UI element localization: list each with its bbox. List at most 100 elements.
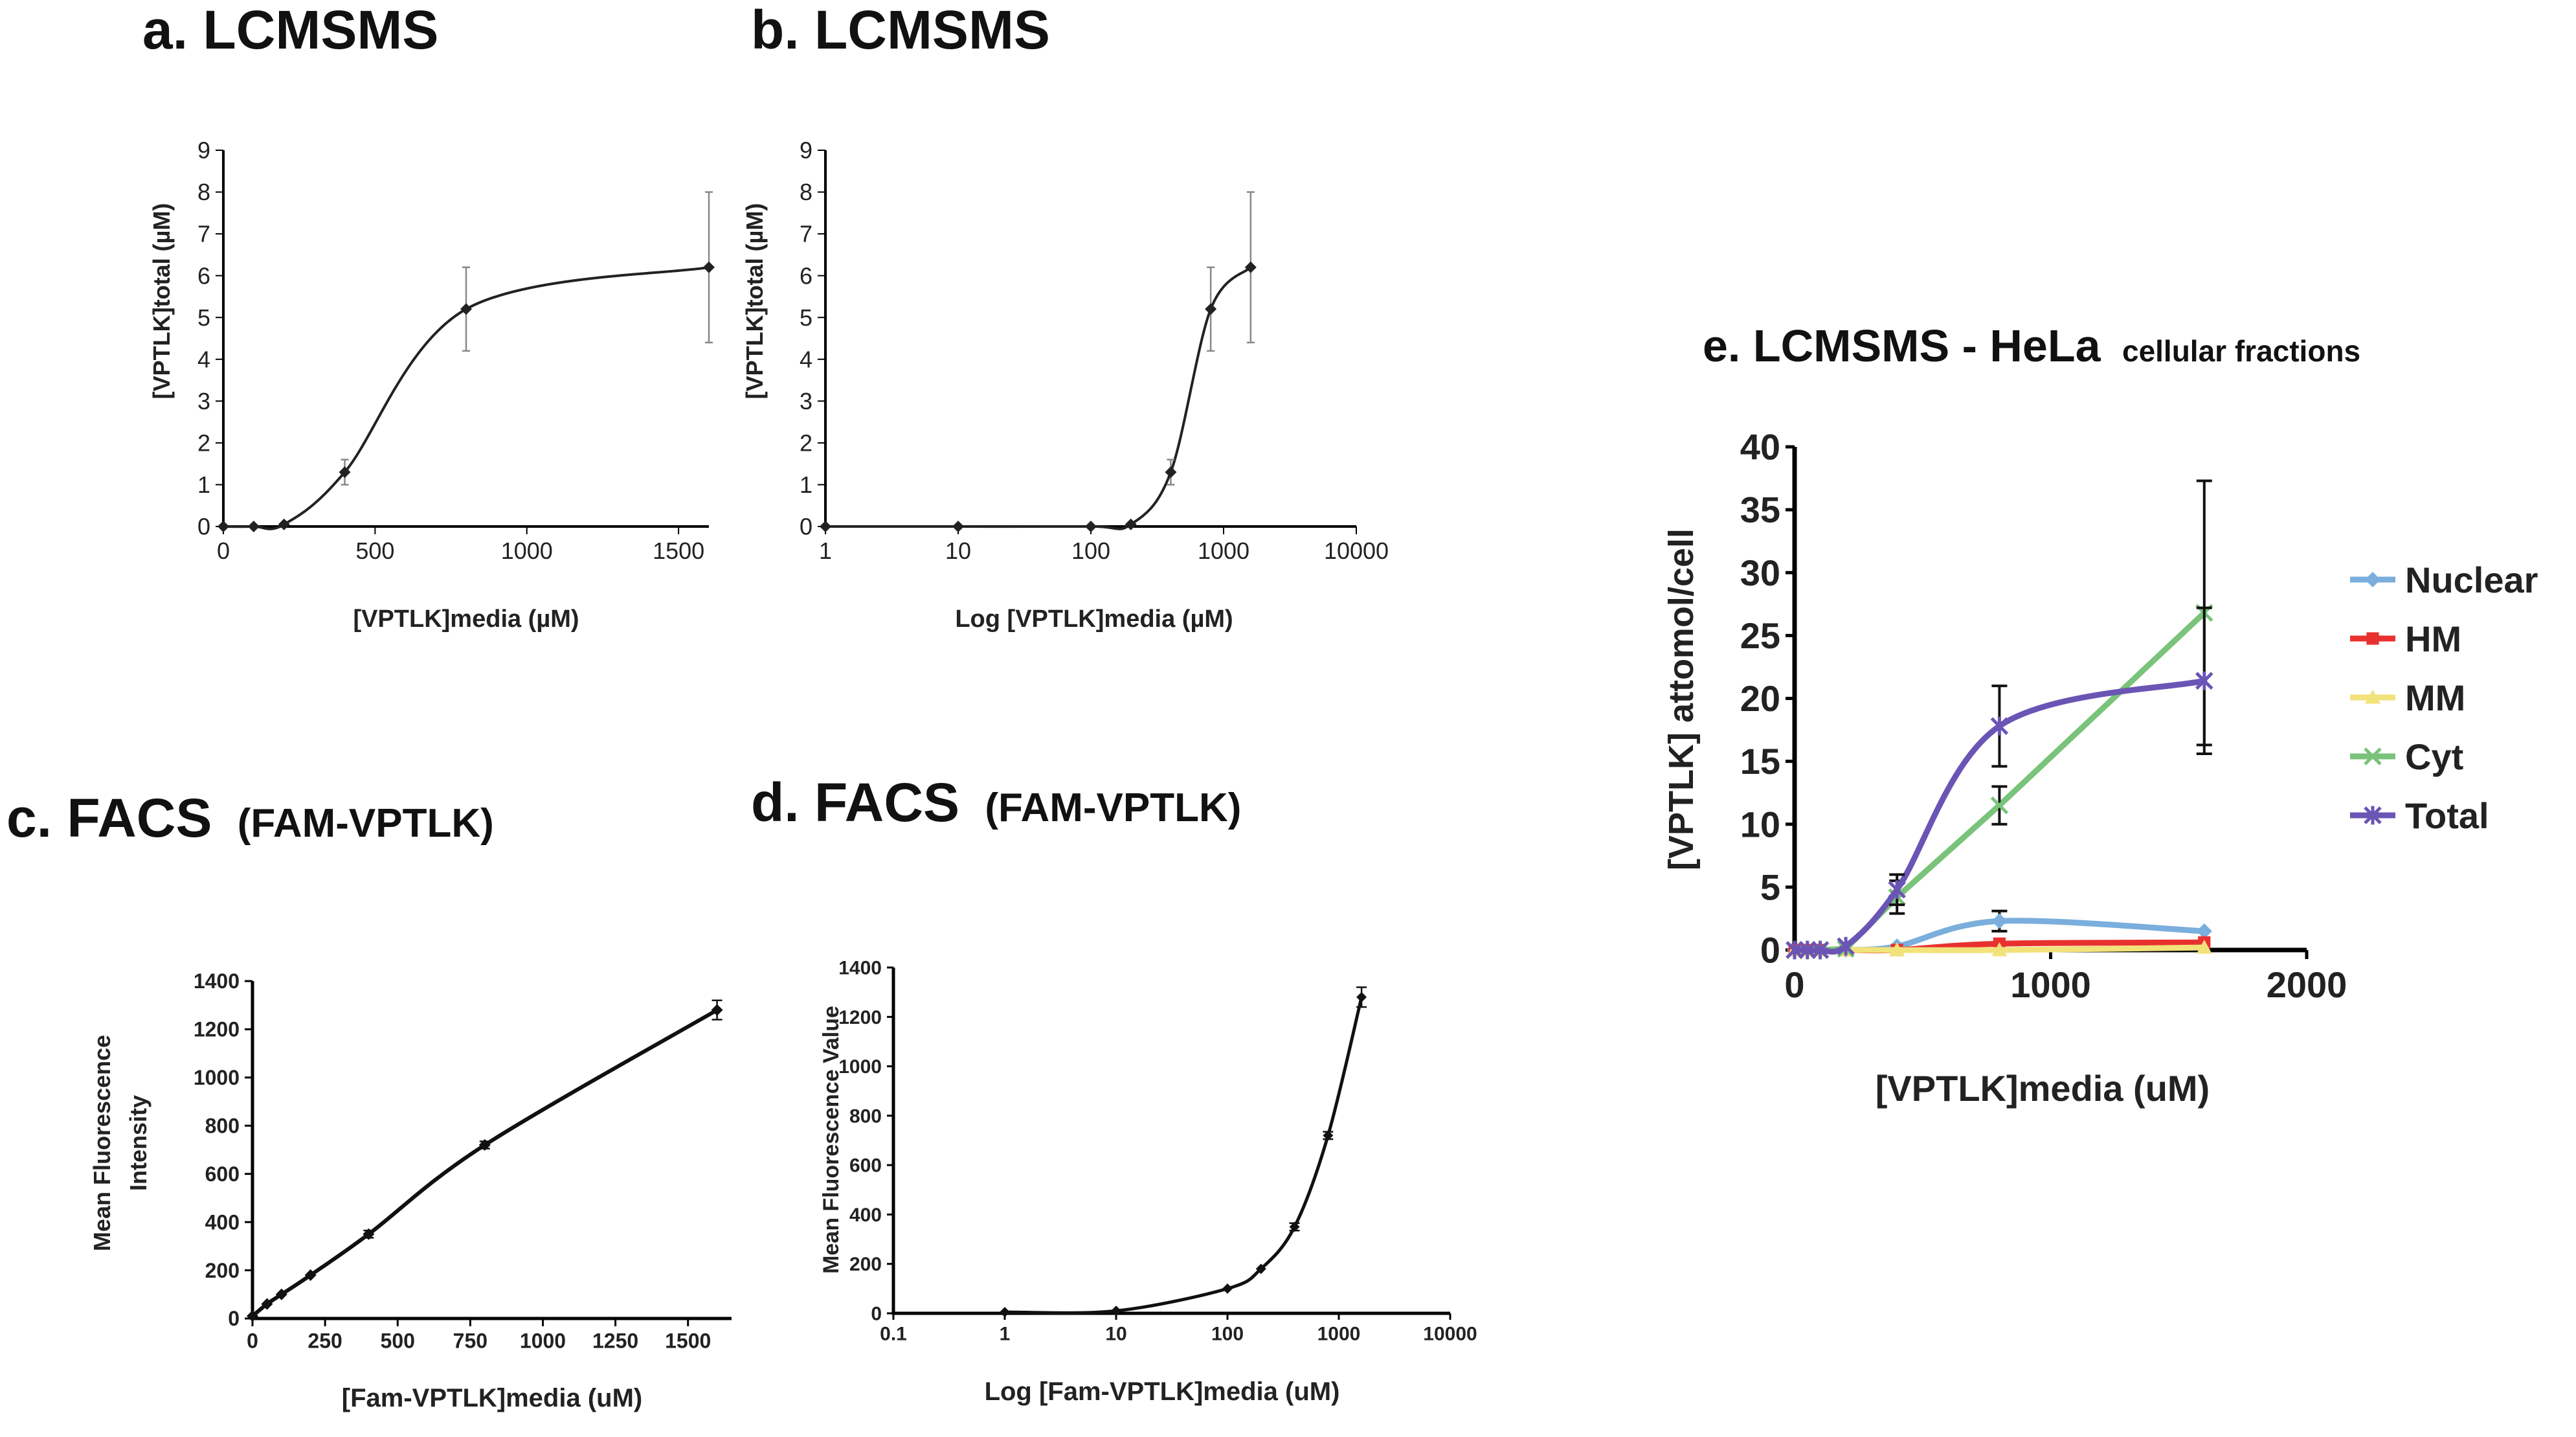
- panel-e-data-point: [1798, 940, 1817, 960]
- panel-a-ytick-label: 1: [197, 471, 210, 498]
- legend-label-nuclear: Nuclear: [2405, 560, 2538, 600]
- panel-c-xtick-label: 250: [308, 1330, 342, 1353]
- panel-d-xtick-label: 100: [1211, 1324, 1244, 1345]
- panel-a-series-vptlk-total-line: [222, 266, 710, 530]
- panel-d-ytick-label: 400: [849, 1205, 882, 1226]
- panel-e-ytick-label: 25: [1740, 615, 1780, 656]
- panel-a-xlabel: [VPTLK]media (µM): [353, 605, 579, 633]
- panel-c-xlabel: [Fam-VPTLK]media (uM): [342, 1384, 642, 1412]
- panel-c-ytick-label: 400: [205, 1210, 240, 1234]
- panel-d-title-suffix: (FAM-VPTLK): [985, 786, 1241, 830]
- panel-c-series-fam-vptlk-line: [251, 1008, 719, 1318]
- panel-c-xtick-label: 1500: [665, 1330, 711, 1353]
- panel-e-data-point: [1889, 942, 1905, 956]
- panel-c-plot: 0 200 400 600 800 1000 1200 1400 0 250 500 750 1000 1…: [194, 969, 732, 1353]
- panel-d-xtick-label: 10000: [1423, 1324, 1477, 1345]
- panel-b-xtick-label: 10: [945, 537, 971, 564]
- panel-b-xlabel: Log [VPTLK]media (µM): [955, 605, 1233, 633]
- panel-d: d. FACS (FAM-VPTLK) Mean Fluorescence Va…: [751, 772, 1339, 1406]
- panel-b-xtick-label: 10000: [1324, 537, 1389, 564]
- panel-d-ytick-label: 0: [871, 1304, 882, 1325]
- panel-a-xtick-label: 1000: [501, 537, 553, 564]
- panel-b-data-point: [1125, 518, 1137, 530]
- panel-c-data-point: [261, 1298, 273, 1310]
- panel-b-data-point: [952, 521, 964, 532]
- panel-e-ytick-label: 5: [1760, 866, 1780, 907]
- panel-a-data-point: [247, 521, 260, 532]
- panel-c-ytick-label: 0: [228, 1307, 240, 1330]
- panel-e-ytick-label: 35: [1740, 490, 1780, 530]
- panel-c-data-point: [711, 1004, 723, 1016]
- panel-a-plot: 0 1 2 3 4 5 6 7 8 9 0 500 1000 1500: [197, 137, 715, 564]
- panel-c-ytick-label: 600: [205, 1162, 240, 1186]
- panel-a-title: a. LCMSMS: [142, 0, 438, 60]
- panel-e-plot: 0 5 10 15 20 25 30 35 40 0 1000 2000 Nuclear HM MM Cyt T…: [1740, 427, 2538, 1005]
- panel-a-xtick-label: 0: [217, 537, 230, 564]
- panel-a-ytick-label: 8: [197, 179, 210, 205]
- panel-e-xtick-label: 2000: [2267, 964, 2347, 1005]
- panel-a-ytick-label: 6: [197, 262, 210, 289]
- panel-e-data-point: [1991, 942, 2008, 956]
- panel-e: e. LCMSMS - HeLa cellular fractions [VPT…: [1662, 321, 2360, 1109]
- legend-marker-mm: [2365, 690, 2380, 704]
- panel-e-xtick-label: 0: [1784, 964, 1804, 1005]
- panel-b-data-point: [1085, 521, 1097, 532]
- panel-c-data-point: [363, 1228, 375, 1240]
- panel-d-ytick-label: 200: [849, 1254, 882, 1275]
- panel-a-data-point: [339, 466, 351, 479]
- panel-c-title: c. FACS: [6, 787, 212, 848]
- panel-a-data-point: [278, 518, 290, 530]
- panel-e-xlabel: [VPTLK]media (uM): [1876, 1068, 2210, 1109]
- panel-c-data-point: [304, 1269, 317, 1282]
- legend-label-hm: HM: [2405, 618, 2461, 659]
- panel-b-data-point: [1165, 466, 1177, 479]
- panel-b-ytick-label: 0: [800, 514, 812, 540]
- panel-c-xtick-label: 750: [453, 1330, 487, 1353]
- panel-e-ytick-label: 15: [1740, 741, 1780, 782]
- panel-d-plot: 0 200 400 600 800 1000 1200 1400 0.1 1 10 100 1000 10…: [838, 958, 1477, 1345]
- panel-a-ytick-label: 2: [197, 429, 210, 456]
- panel-b-data-point: [1244, 261, 1257, 273]
- panel-e-data-point: [2196, 923, 2212, 939]
- panel-d-data-point: [1255, 1263, 1266, 1274]
- panel-c-ytick-label: 200: [205, 1259, 240, 1282]
- panel-b-data-point: [1205, 303, 1217, 315]
- panel-d-xtick-label: 10: [1105, 1324, 1126, 1345]
- panel-e-series-cyt-line: [1791, 609, 2208, 953]
- panel-e-xtick-label: 1000: [2010, 964, 2091, 1005]
- panel-c-xtick-label: 500: [381, 1330, 415, 1353]
- panel-b-ytick-label: 1: [800, 471, 812, 498]
- panel-d-ytick-label: 1000: [838, 1056, 882, 1078]
- panel-e-data-point: [1811, 940, 1830, 960]
- panel-d-xtick-label: 0.1: [880, 1324, 907, 1345]
- panel-e-title: e. LCMSMS - HeLa: [1703, 321, 2101, 371]
- panel-a: a. LCMSMS [VPTLK]total (µM) [VPTLK]media…: [142, 0, 579, 633]
- panel-c-ylabel-line1: Mean Fluorescence: [89, 1035, 115, 1251]
- panel-e-ytick-label: 0: [1760, 930, 1780, 971]
- panel-e-data-point: [2196, 940, 2212, 954]
- panel-d-data-point: [1000, 1307, 1010, 1318]
- panel-a-data-point: [703, 261, 715, 273]
- panel-e-data-point: [1837, 936, 1855, 956]
- panel-c-title-suffix: (FAM-VPTLK): [238, 801, 494, 846]
- panel-e-data-point: [1786, 940, 1804, 960]
- legend-label-total: Total: [2405, 795, 2489, 836]
- panel-d-data-point: [1356, 991, 1367, 1002]
- panel-c-xtick-label: 0: [247, 1330, 258, 1353]
- panel-b-ytick-label: 7: [800, 221, 812, 247]
- panel-e-data-point: [2195, 671, 2213, 690]
- panel-b-series-vptlk-total-line: [824, 266, 1252, 530]
- panel-b-xtick-label: 100: [1071, 537, 1110, 564]
- panel-b-ytick-label: 4: [800, 346, 812, 372]
- panel-b-ytick-label: 5: [800, 304, 812, 331]
- panel-c-ytick-label: 1400: [194, 969, 240, 993]
- panel-e-title-suffix: cellular fractions: [2122, 334, 2360, 368]
- panel-e-ytick-label: 20: [1740, 678, 1780, 719]
- panel-c-data-point: [478, 1139, 491, 1151]
- panel-d-ytick-label: 600: [849, 1155, 882, 1177]
- panel-d-series-fam-vptlk-line: [1003, 995, 1363, 1315]
- legend-label-cyt: Cyt: [2405, 736, 2463, 777]
- panel-b-ytick-label: 8: [800, 179, 812, 205]
- panel-b-xtick-label: 1: [819, 537, 832, 564]
